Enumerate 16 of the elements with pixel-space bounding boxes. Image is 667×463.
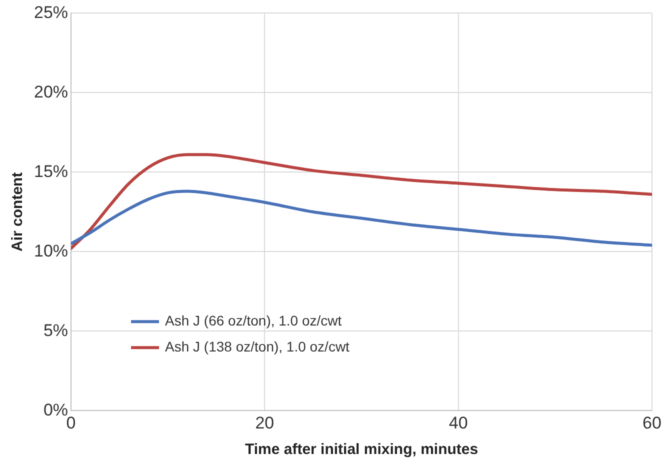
legend-label: Ash J (138 oz/ton), 1.0 oz/cwt bbox=[165, 338, 350, 354]
y-tick-label: 15% bbox=[34, 162, 68, 181]
line-series bbox=[71, 190, 652, 247]
x-tick-label: 60 bbox=[642, 413, 662, 432]
y-axis-title: Air content bbox=[9, 172, 26, 252]
y-tick-label: 5% bbox=[43, 320, 68, 340]
x-tick-label: 20 bbox=[255, 413, 274, 432]
x-axis-title: Time after initial mixing, minutes bbox=[244, 441, 478, 458]
line-series bbox=[71, 153, 652, 250]
y-tick-label: 25% bbox=[34, 2, 68, 22]
y-tick-label: 10% bbox=[34, 241, 68, 260]
x-tick-label: 40 bbox=[448, 413, 468, 432]
legend-label: Ash J (66 oz/ton), 1.0 oz/cwt bbox=[165, 312, 342, 328]
x-tick-label: 0 bbox=[66, 413, 76, 432]
y-tick-label: 0% bbox=[43, 400, 68, 420]
y-tick-label: 20% bbox=[34, 82, 68, 102]
